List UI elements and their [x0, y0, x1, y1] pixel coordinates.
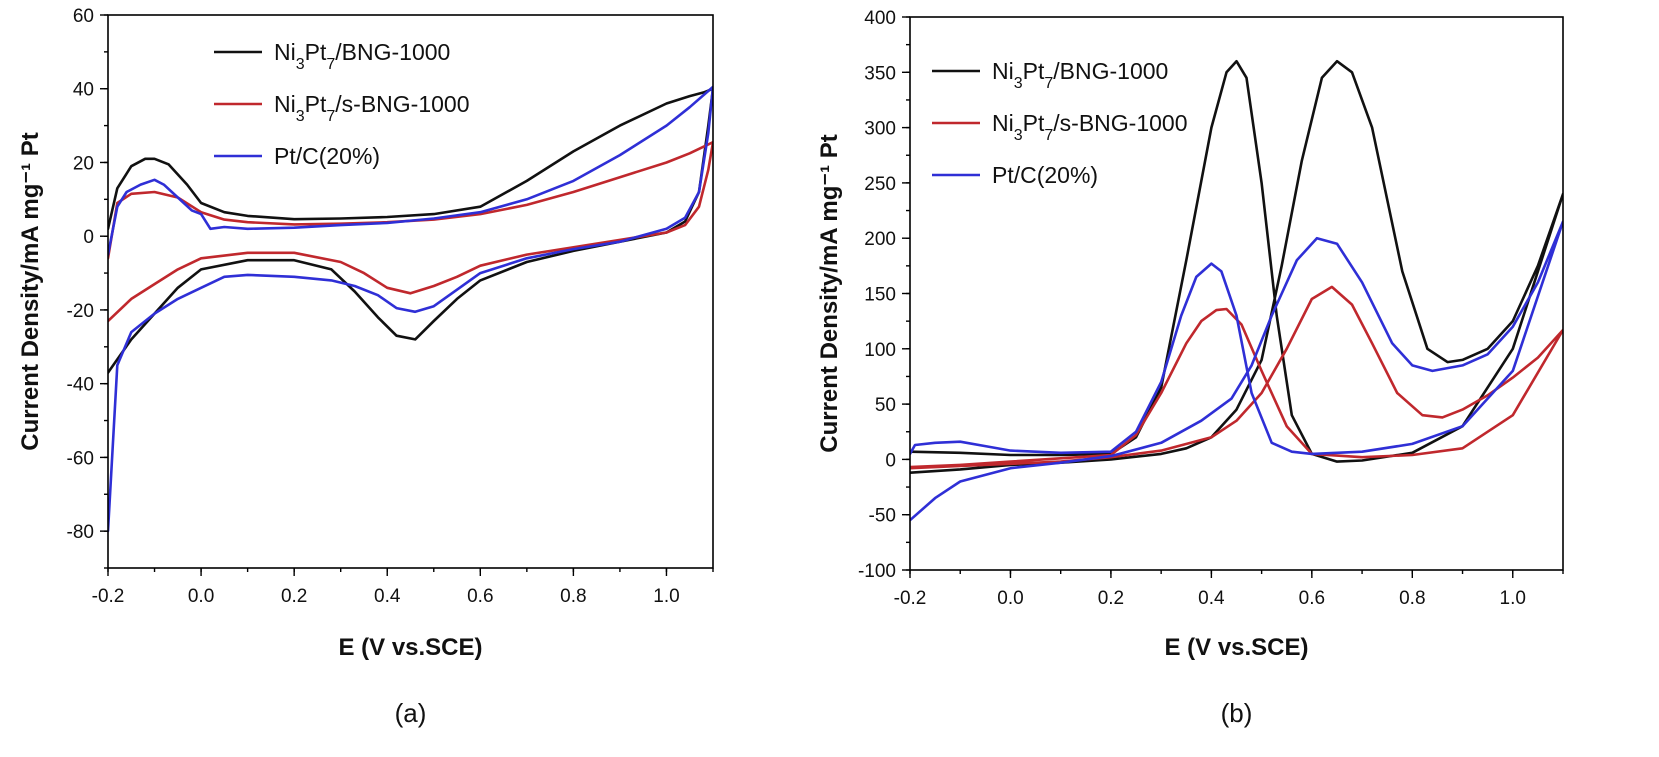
x-tick-label: -0.2 [92, 586, 125, 607]
x-tick-label: 0.6 [1299, 588, 1325, 609]
legend-label-3: Pt/C(20%) [992, 162, 1098, 188]
y-tick-label: 400 [864, 8, 896, 29]
x-tick-label: 0.4 [1198, 588, 1225, 609]
y-tick-label: 250 [864, 174, 896, 195]
y-tick-label: -60 [67, 448, 94, 469]
legend-label-1: Ni3Pt7/BNG-1000 [274, 39, 450, 73]
x-tick-label: 1.0 [1500, 588, 1526, 609]
legend-label-1: Ni3Pt7/BNG-1000 [992, 58, 1168, 92]
chart-panel-b: -0.2 0.0 0.2 0.4 0.6 0.8 1.0 -100 -50 0 50 100 150 20… [816, 8, 1564, 728]
chart-panel-a: -0.2 0.0 0.2 0.4 0.6 0.8 1.0 -80 -60 -40 -20 0 20 40 6… [17, 6, 714, 728]
panel-label: (a) [395, 698, 427, 728]
y-tick-label: -40 [67, 375, 94, 396]
y-tick-label: 20 [73, 153, 94, 174]
series-line-3 [910, 220, 1563, 522]
x-tick-label: 1.0 [653, 586, 679, 607]
y-tick-label: -100 [858, 561, 896, 582]
y-tick-label: 0 [885, 450, 896, 471]
plot-frame [107, 14, 714, 569]
y-tick-label: 200 [864, 229, 896, 250]
y-axis-title: Current Density/mA mg⁻¹ Pt [816, 134, 843, 452]
x-tick-label: 0.0 [997, 588, 1023, 609]
y-tick-label: 350 [864, 63, 896, 84]
y-tick-label: -80 [67, 522, 94, 543]
plot-frame [909, 16, 1564, 571]
y-tick-label: -50 [869, 506, 896, 527]
x-tick-label: 0.4 [374, 586, 401, 607]
series-line-2 [108, 140, 713, 323]
series-line-2 [910, 285, 1563, 470]
panel-label: (b) [1221, 698, 1253, 728]
y-tick-label: 300 [864, 119, 896, 140]
legend-label-2: Ni3Pt7/s-BNG-1000 [992, 110, 1188, 144]
x-tick-label: 0.8 [560, 586, 586, 607]
legend-label-2: Ni3Pt7/s-BNG-1000 [274, 91, 470, 125]
y-tick-label: 50 [875, 395, 896, 416]
y-tick-label: 60 [73, 6, 94, 27]
y-tick-label: 0 [83, 227, 94, 248]
x-tick-label: 0.6 [467, 586, 493, 607]
x-axis-title: E (V vs.SCE) [338, 634, 482, 661]
y-tick-label: 150 [864, 285, 896, 306]
y-tick-label: 100 [864, 340, 896, 361]
x-tick-label: 0.8 [1399, 588, 1425, 609]
series-line-1 [910, 59, 1563, 475]
x-tick-label: 0.2 [1098, 588, 1124, 609]
y-tick-label: -20 [67, 301, 94, 322]
series-line-1 [108, 87, 713, 374]
x-tick-label: 0.0 [188, 586, 214, 607]
y-axis-title: Current Density/mA mg⁻¹ Pt [17, 132, 44, 450]
series-line-3 [108, 85, 713, 533]
y-tick-label: 40 [73, 80, 94, 101]
legend-label-3: Pt/C(20%) [274, 143, 380, 169]
x-tick-label: 0.2 [281, 586, 307, 607]
x-axis-title: E (V vs.SCE) [1164, 634, 1308, 661]
x-tick-label: -0.2 [894, 588, 927, 609]
